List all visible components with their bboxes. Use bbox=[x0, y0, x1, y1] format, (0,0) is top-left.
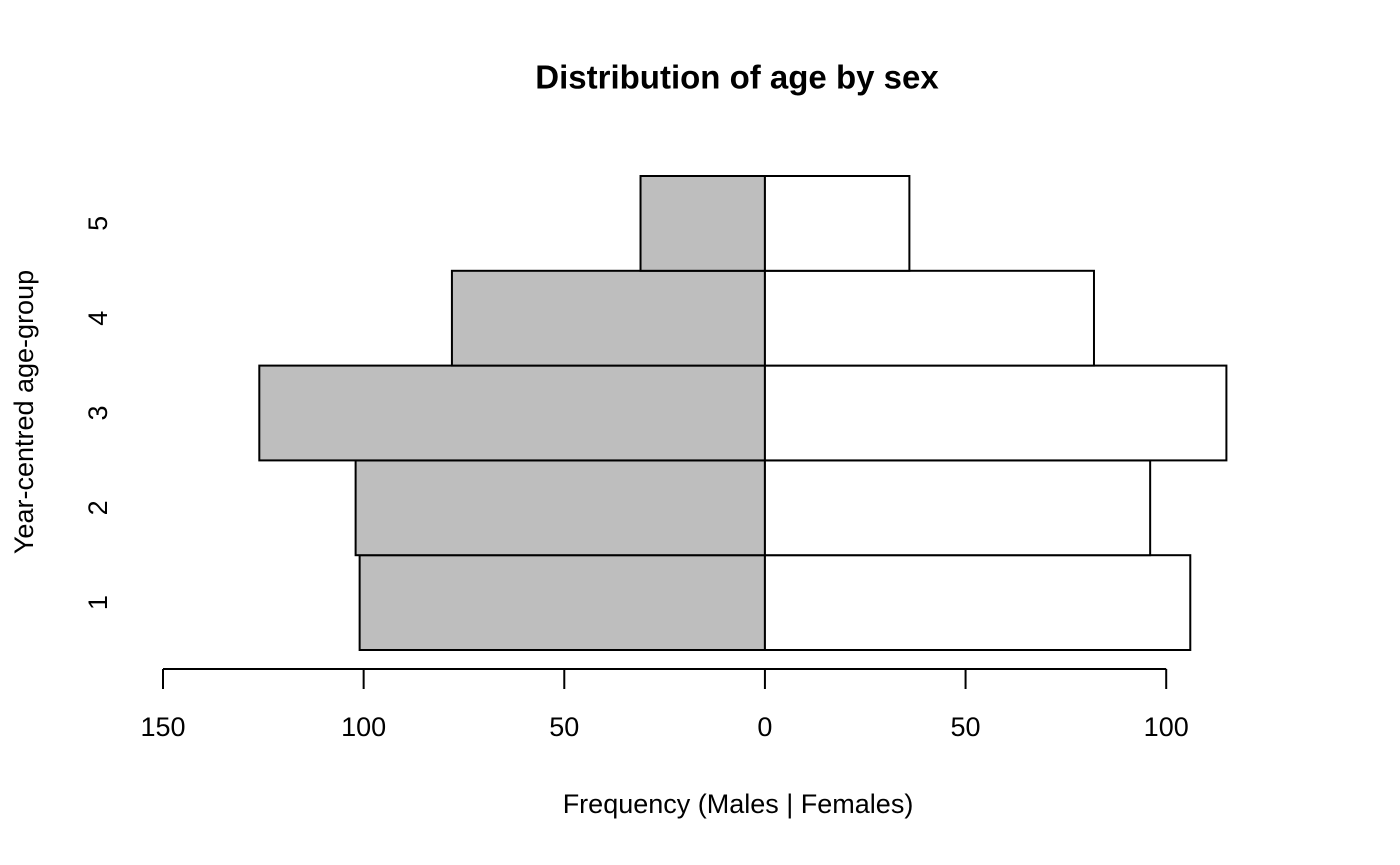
x-axis-label: Frequency (Males | Females) bbox=[563, 789, 914, 819]
x-tick-label: 0 bbox=[757, 712, 772, 742]
x-tick-label: 150 bbox=[140, 712, 185, 742]
y-tick-label: 4 bbox=[83, 311, 113, 326]
y-tick-label: 5 bbox=[83, 216, 113, 231]
x-tick-label: 100 bbox=[1144, 712, 1189, 742]
x-tick-label: 100 bbox=[341, 712, 386, 742]
x-tick-label: 50 bbox=[951, 712, 981, 742]
bar bbox=[354, 459, 766, 557]
y-tick-label: 2 bbox=[83, 500, 113, 515]
bar bbox=[450, 269, 766, 367]
bar bbox=[763, 364, 1228, 462]
bar bbox=[639, 175, 766, 272]
x-tick-label: 50 bbox=[549, 712, 579, 742]
bar bbox=[763, 554, 1192, 652]
y-tick-label: 3 bbox=[83, 405, 113, 420]
bar bbox=[763, 269, 1095, 367]
bar bbox=[763, 175, 911, 272]
bar bbox=[258, 364, 766, 462]
bar bbox=[763, 459, 1152, 557]
y-tick-label: 1 bbox=[83, 595, 113, 610]
y-axis-label: Year-centred age-group bbox=[9, 270, 39, 554]
chart-title: Distribution of age by sex bbox=[535, 59, 939, 96]
bar bbox=[358, 554, 766, 652]
